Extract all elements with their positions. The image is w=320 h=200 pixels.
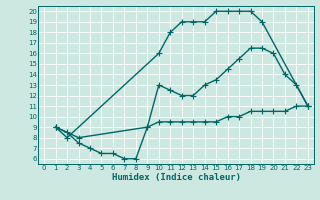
- X-axis label: Humidex (Indice chaleur): Humidex (Indice chaleur): [111, 173, 241, 182]
